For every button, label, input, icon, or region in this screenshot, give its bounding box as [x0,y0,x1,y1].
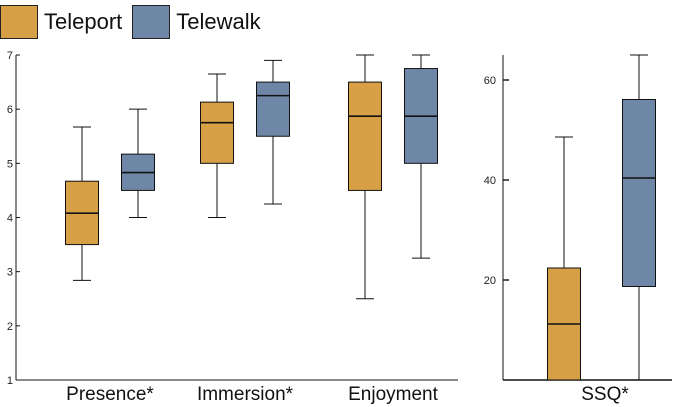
left-ytick-label-3: 3 [7,267,13,279]
legend-swatch-telewalk [132,5,171,39]
right-ytick-label-60: 60 [484,75,496,87]
category-label-1: Presence* [66,384,154,405]
right-ytick-label-20: 20 [484,275,496,287]
ssq-category-label: SSQ* [581,384,629,405]
legend-swatch-teleport [0,5,38,39]
left-ytick-label-2: 2 [7,321,13,333]
legend-label-teleport: Teleport [44,9,123,34]
legend-item-teleport: Teleport [0,5,122,39]
left-ytick-label-5: 5 [7,158,13,170]
left-ytick-label-7: 7 [7,50,13,62]
ssq-box-telewalk-box [622,99,656,287]
legend-label-telewalk: Telewalk [176,9,261,34]
box-teleport-2-box [200,101,234,164]
legend-item-telewalk: Telewalk [132,5,261,39]
box-telewalk-2-box [256,81,290,137]
right-ytick-label-40: 40 [484,175,496,187]
category-label-2: Immersion* [197,384,294,405]
left-ytick-label-4: 4 [7,213,13,225]
category-label-3: Enjoyment [348,384,438,405]
left-ytick-label-6: 6 [7,104,13,116]
box-teleport-3-box [348,81,382,191]
legend: Teleport Telewalk [0,0,271,44]
left-ytick-label-1: 1 [7,375,13,387]
